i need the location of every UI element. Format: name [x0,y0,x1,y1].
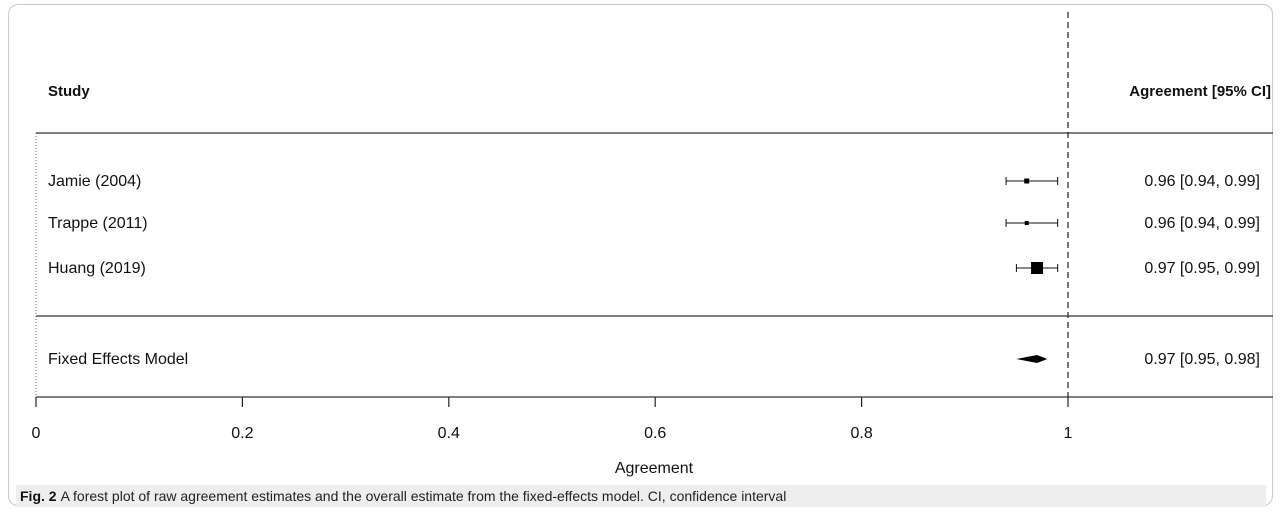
x-tick-label: 0 [32,425,41,442]
x-tick-label: 0.4 [438,425,460,442]
figure-label: Fig. 2 [20,488,57,504]
summary-label: Fixed Effects Model [48,351,188,368]
header-study: Study [48,83,90,100]
study-label: Trappe (2011) [48,215,148,232]
x-tick-label: 0.2 [231,425,253,442]
header-agreement-ci: Agreement [95% CI] [1129,83,1271,100]
point-estimate [1031,262,1044,274]
study-ci-text: 0.97 [0.95, 0.99] [1144,260,1260,277]
point-estimate [1024,178,1030,184]
x-tick-label: 0.8 [850,425,872,442]
study-ci-text: 0.96 [0.94, 0.99] [1144,215,1260,232]
summary-ci-text: 0.97 [0.95, 0.98] [1144,351,1260,368]
forest-plot: Study Agreement [95% CI] Jamie (2004) Tr… [32,12,1273,477]
caption-text: A forest plot of raw agreement estimates… [60,488,787,504]
study-ci-text: 0.96 [0.94, 0.99] [1144,173,1260,190]
summary-diamond [1016,355,1048,363]
study-label: Huang (2019) [48,260,146,277]
x-tick-label: 1 [1064,425,1073,442]
point-estimate [1024,221,1029,225]
x-axis-label: Agreement [615,460,694,477]
x-tick-label: 0.6 [644,425,666,442]
study-label: Jamie (2004) [48,173,141,190]
